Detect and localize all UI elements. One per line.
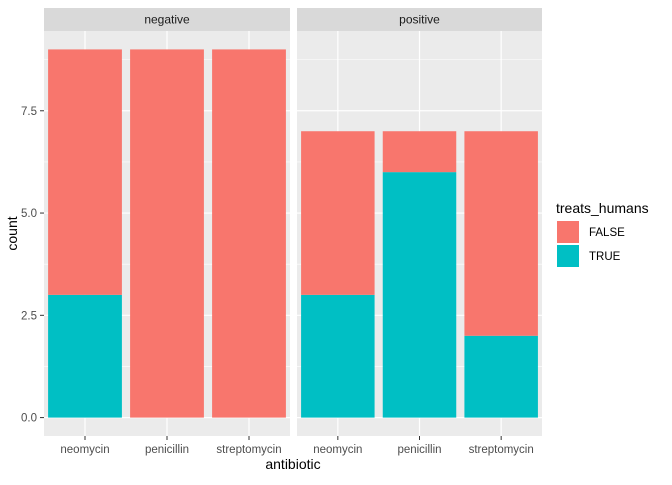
x-tick-label: streptomycin [216, 444, 281, 456]
y-tick-label: 0.0 [21, 413, 37, 425]
bar-true-streptomycin [464, 335, 538, 418]
facet-strip-label: positive [399, 13, 440, 27]
facet-strip-label: negative [144, 13, 190, 27]
facet-panel-negative: negative neomycin penicillin streptomycin [44, 8, 290, 456]
y-tick-label: 7.5 [21, 106, 37, 118]
bar-true-penicillin [382, 172, 457, 418]
legend-key-true [557, 245, 579, 267]
legend-key-false [557, 221, 579, 243]
legend-label-false: FALSE [589, 227, 625, 239]
bar-false-neomycin [48, 49, 122, 295]
y-axis-title: count [4, 216, 20, 250]
bar-false-streptomycin [464, 131, 538, 336]
x-tick-label: neomycin [60, 444, 109, 456]
x-axis-title: antibiotic [265, 456, 320, 472]
bar-true-neomycin [48, 294, 122, 418]
x-tick-label: penicillin [145, 444, 189, 456]
x-tick-label: neomycin [313, 444, 362, 456]
facet-panel-positive: positive neomycin penicillin streptomycin [297, 8, 542, 456]
bar-false-streptomycin [212, 49, 286, 418]
bar-false-penicillin [382, 131, 457, 173]
x-tick-label: penicillin [397, 444, 441, 456]
legend-label-true: TRUE [589, 251, 621, 263]
bar-false-penicillin [130, 49, 204, 418]
legend: treats_humans FALSE TRUE [556, 200, 649, 267]
y-axis: 0.0 2.5 5.0 7.5 [21, 106, 44, 425]
legend-title: treats_humans [556, 200, 649, 216]
facet-strip [297, 8, 542, 31]
y-tick-label: 5.0 [21, 208, 37, 220]
bar-true-neomycin [301, 294, 375, 418]
y-tick-label: 2.5 [21, 310, 37, 322]
x-tick-label: streptomycin [469, 444, 534, 456]
facet-strip [44, 8, 290, 31]
bar-false-neomycin [301, 131, 375, 295]
